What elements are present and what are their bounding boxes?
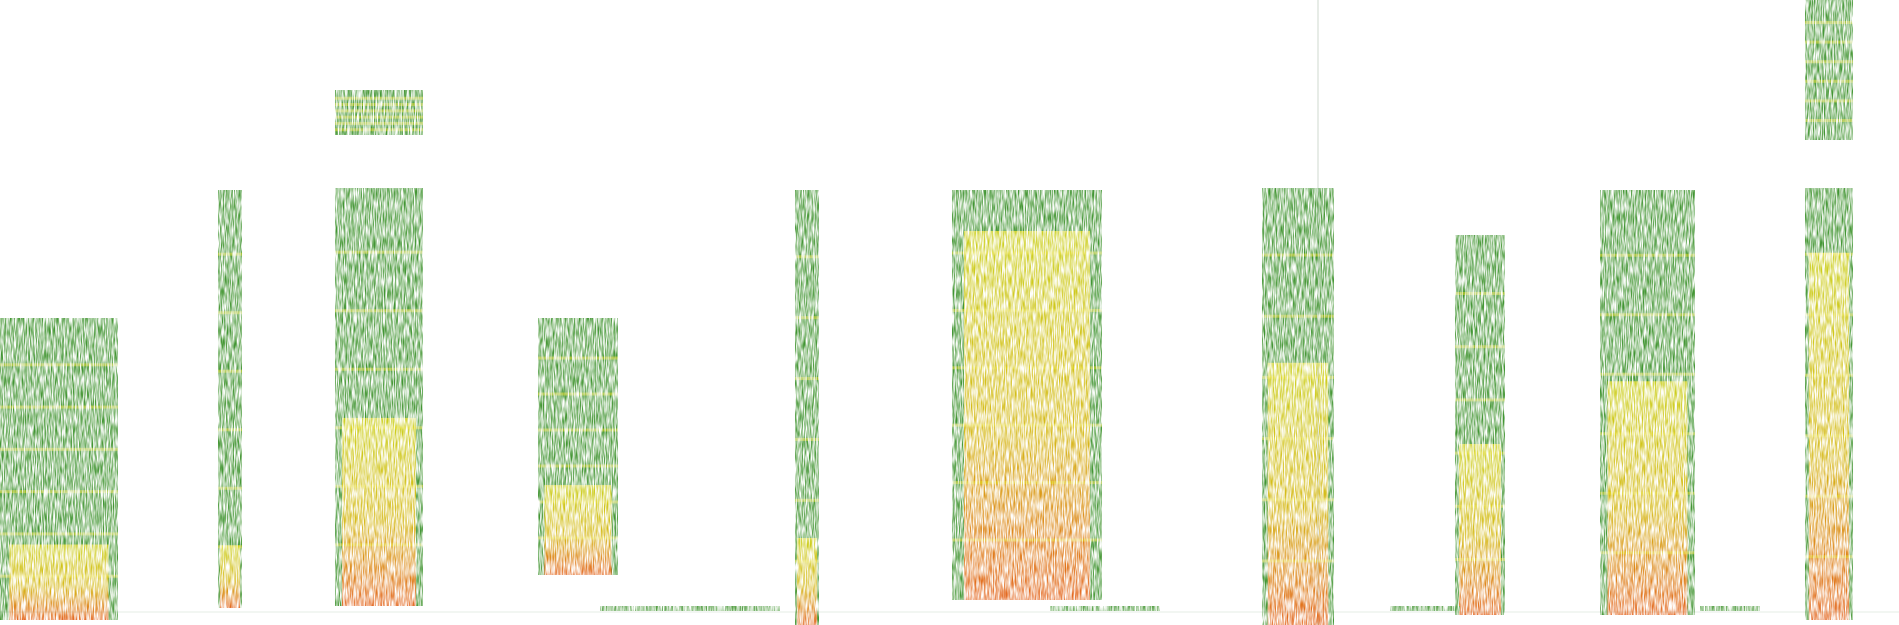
segment-6-energy: [964, 231, 1090, 600]
baseline-trace-2: [1050, 606, 1160, 611]
segment-7-energy: [1267, 362, 1329, 625]
baseline-trace-4: [1700, 606, 1760, 611]
segment-2: [218, 190, 242, 608]
baseline-trace-3: [1390, 606, 1460, 611]
segment-10: [1805, 188, 1853, 621]
segment-9-energy: [1607, 381, 1688, 615]
spectral-segments: [0, 0, 1853, 625]
segment-11: [1805, 0, 1853, 140]
segment-9: [1600, 190, 1695, 615]
segment-7: [1262, 188, 1334, 625]
segment-5: [795, 190, 819, 625]
segment-4-energy: [544, 485, 612, 575]
segment-2-body: [218, 190, 242, 608]
segment-3-energy: [342, 417, 416, 606]
segment-2-energy: [219, 545, 241, 608]
baseline-trace-1: [600, 606, 780, 611]
segment-12: [335, 90, 423, 135]
segment-6: [952, 190, 1102, 600]
segment-1-energy: [9, 544, 109, 620]
segment-8: [1455, 235, 1505, 615]
segment-8-energy: [1459, 444, 1501, 615]
segment-4: [538, 318, 618, 575]
segment-5-energy: [796, 538, 818, 625]
segment-1: [0, 318, 118, 620]
segment-3: [335, 188, 423, 606]
